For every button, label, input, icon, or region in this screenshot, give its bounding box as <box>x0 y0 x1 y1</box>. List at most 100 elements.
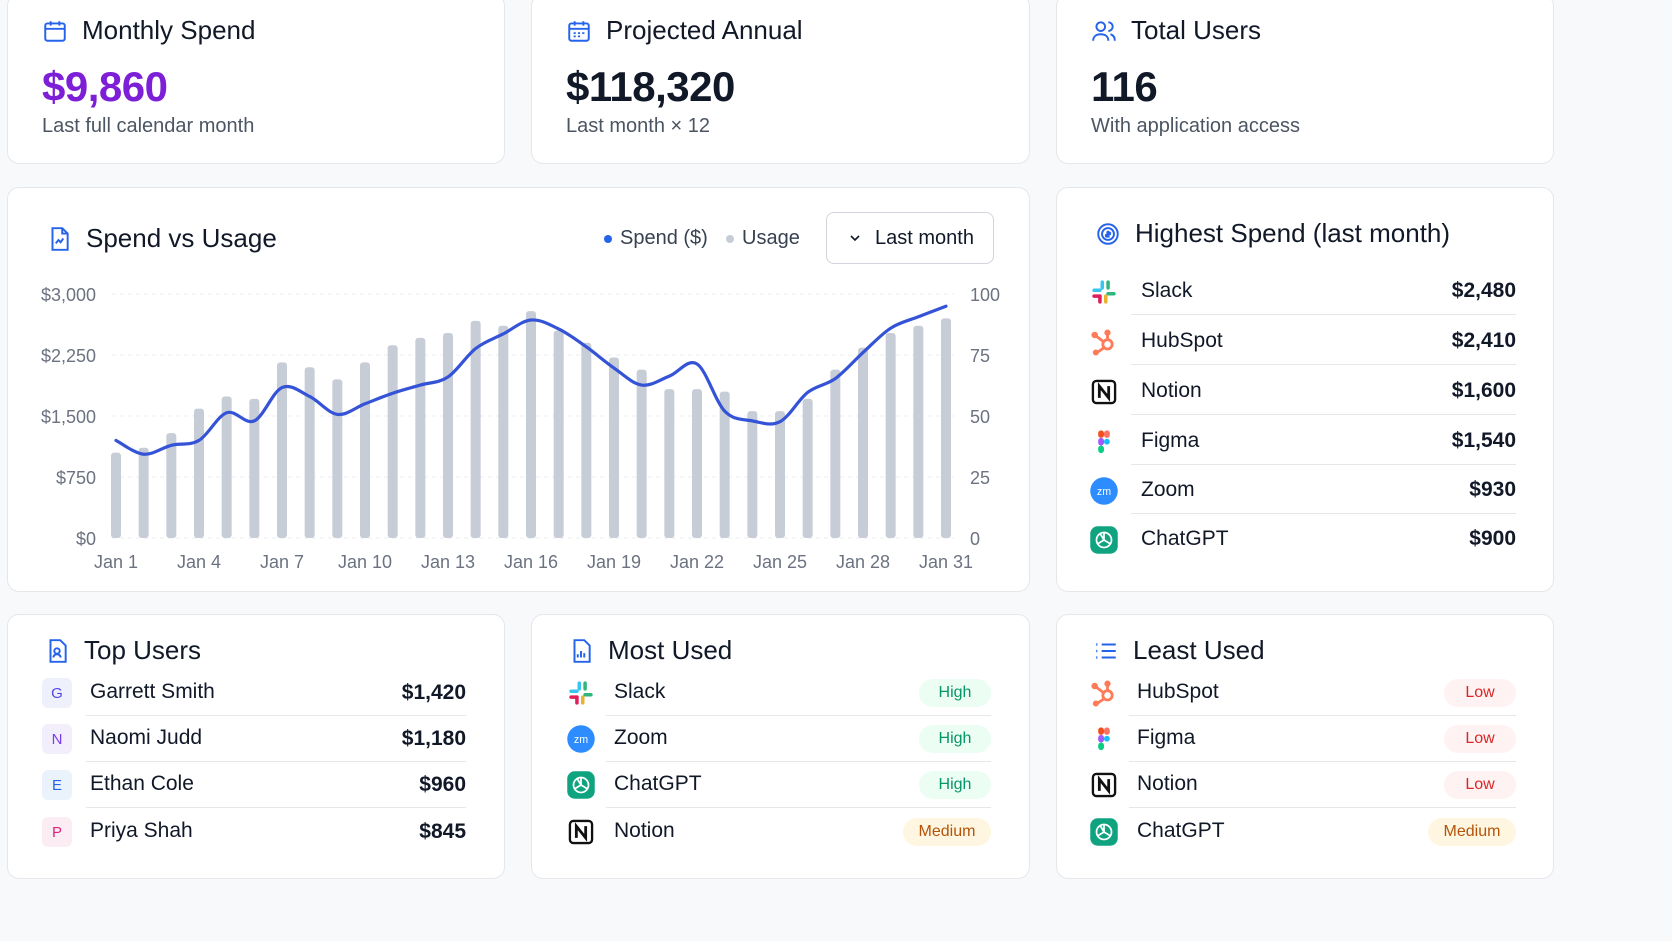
user-spend: $1,420 <box>401 681 466 704</box>
chart-file-icon <box>51 226 69 251</box>
app-name: Notion <box>614 819 675 842</box>
user-spend: $1,180 <box>401 727 466 750</box>
chevron-down-icon <box>850 235 860 242</box>
legend-spend: Spend ($) <box>604 227 708 250</box>
app-spend: $2,480 <box>1451 279 1516 302</box>
top-users-title: Top Users <box>84 635 202 665</box>
dollar-badge-icon <box>1097 222 1119 245</box>
period-select[interactable]: Last month <box>826 212 994 264</box>
usage-bar <box>304 367 315 538</box>
app-name: ChatGPT <box>1137 819 1225 842</box>
y-right-tick-label: 100 <box>970 285 1000 305</box>
kpi-header: Total Users <box>1091 15 1261 46</box>
x-tick-label: Jan 28 <box>836 552 890 572</box>
period-select-value: Last month <box>875 226 974 249</box>
notion-icon <box>1089 377 1119 407</box>
notion-icon <box>566 817 596 847</box>
hubspot-icon <box>1089 327 1119 357</box>
user-spend: $960 <box>419 773 466 796</box>
usage-bar <box>138 447 149 538</box>
usage-bar <box>332 379 343 538</box>
usage-bar <box>415 337 426 538</box>
x-tick-label: Jan 19 <box>587 552 641 572</box>
zoom-icon: zm <box>566 724 596 754</box>
usage-bar <box>747 411 758 538</box>
usage-bar <box>941 318 951 538</box>
usage-bar <box>609 357 619 538</box>
top-users-card: Top Users G Garrett Smith $1,420 N Naomi Jud… <box>7 614 505 879</box>
usage-bar <box>249 398 260 538</box>
usage-bar <box>858 347 868 538</box>
x-tick-label: Jan 31 <box>919 552 973 572</box>
legend-usage: Usage <box>726 227 800 250</box>
x-tick-label: Jan 4 <box>177 552 221 572</box>
y-right-tick-label: 75 <box>970 346 990 366</box>
highest-spend-title: Highest Spend (last month) <box>1135 218 1451 248</box>
row-divider <box>1131 414 1516 415</box>
x-tick-label: Jan 22 <box>670 552 724 572</box>
least-used-card: Least Used HubSpot Low Figma Low Notion Low Ch… <box>1056 614 1554 879</box>
slack-icon <box>566 678 596 708</box>
usage-level-badge: Medium <box>903 818 991 846</box>
legend-spend-label: Spend ($) <box>620 227 708 249</box>
kpi-caption: Last full calendar month <box>42 115 255 137</box>
app-spend: $1,600 <box>1451 379 1516 402</box>
y-right-tick-label: 25 <box>970 468 990 488</box>
row-divider <box>1131 464 1516 465</box>
app-spend: $930 <box>1469 478 1516 501</box>
usage-level-badge: High <box>919 771 991 799</box>
user-name: Naomi Judd <box>90 726 203 749</box>
usage-bar <box>443 333 453 538</box>
user-name: Garrett Smith <box>90 680 215 703</box>
avatar: G <box>42 678 72 708</box>
figma-icon <box>1089 427 1119 457</box>
x-tick-label: Jan 1 <box>94 552 138 572</box>
app-name: Notion <box>1137 772 1198 795</box>
x-tick-label: Jan 10 <box>338 552 392 572</box>
spend-vs-usage-card: Spend vs Usage Spend ($) Usage Last mont… <box>7 187 1030 592</box>
kpi-card-projected-annual: Projected Annual $118,320 Last month × 1… <box>531 0 1030 164</box>
figma-icon <box>1089 724 1119 754</box>
avatar: P <box>42 817 72 847</box>
highest-spend-header: Highest Spend (last month) <box>1095 218 1450 249</box>
x-tick-label: Jan 16 <box>504 552 558 572</box>
most-used-card: Most Used Slack High zm Zoom High ChatGPT High… <box>531 614 1030 879</box>
legend-usage-swatch <box>726 234 734 243</box>
row-divider <box>606 715 991 716</box>
app-spend: $900 <box>1469 527 1516 550</box>
user-name: Priya Shah <box>90 819 193 842</box>
avatar: E <box>42 770 72 800</box>
chatgpt-icon <box>1089 817 1119 847</box>
spend-line <box>114 304 948 456</box>
usage-bar <box>526 311 536 538</box>
app-name: ChatGPT <box>1141 527 1229 550</box>
kpi-caption: Last month × 12 <box>566 115 710 137</box>
row-divider <box>1129 715 1516 716</box>
usage-bar <box>111 452 121 538</box>
usage-level-badge: High <box>919 725 991 753</box>
app-name: Slack <box>614 680 666 703</box>
kpi-header: Monthly Spend <box>42 15 255 46</box>
usage-bar <box>664 389 675 538</box>
usage-level-badge: Medium <box>1428 818 1516 846</box>
usage-bar <box>581 342 592 538</box>
chatgpt-icon <box>1089 525 1119 555</box>
app-name: HubSpot <box>1141 329 1223 352</box>
notion-icon <box>1089 770 1119 800</box>
app-name: Slack <box>1141 279 1193 302</box>
kpi-card-monthly-spend: Monthly Spend $9,860 Last full calendar … <box>7 0 505 164</box>
legend-usage-label: Usage <box>742 227 800 249</box>
row-divider <box>86 715 466 716</box>
usage-level-badge: Low <box>1444 679 1516 707</box>
x-tick-label: Jan 7 <box>260 552 304 572</box>
calendar-icon <box>44 20 66 42</box>
usage-bar <box>498 325 509 538</box>
usage-bar <box>636 369 647 538</box>
app-name: Notion <box>1141 379 1202 402</box>
zoom-icon: zm <box>1089 476 1119 506</box>
svg-text:zm: zm <box>574 734 588 746</box>
usage-level-badge: Low <box>1444 725 1516 753</box>
user-name: Ethan Cole <box>90 772 194 795</box>
app-spend: $1,540 <box>1451 429 1516 452</box>
list-icon <box>1096 642 1116 659</box>
